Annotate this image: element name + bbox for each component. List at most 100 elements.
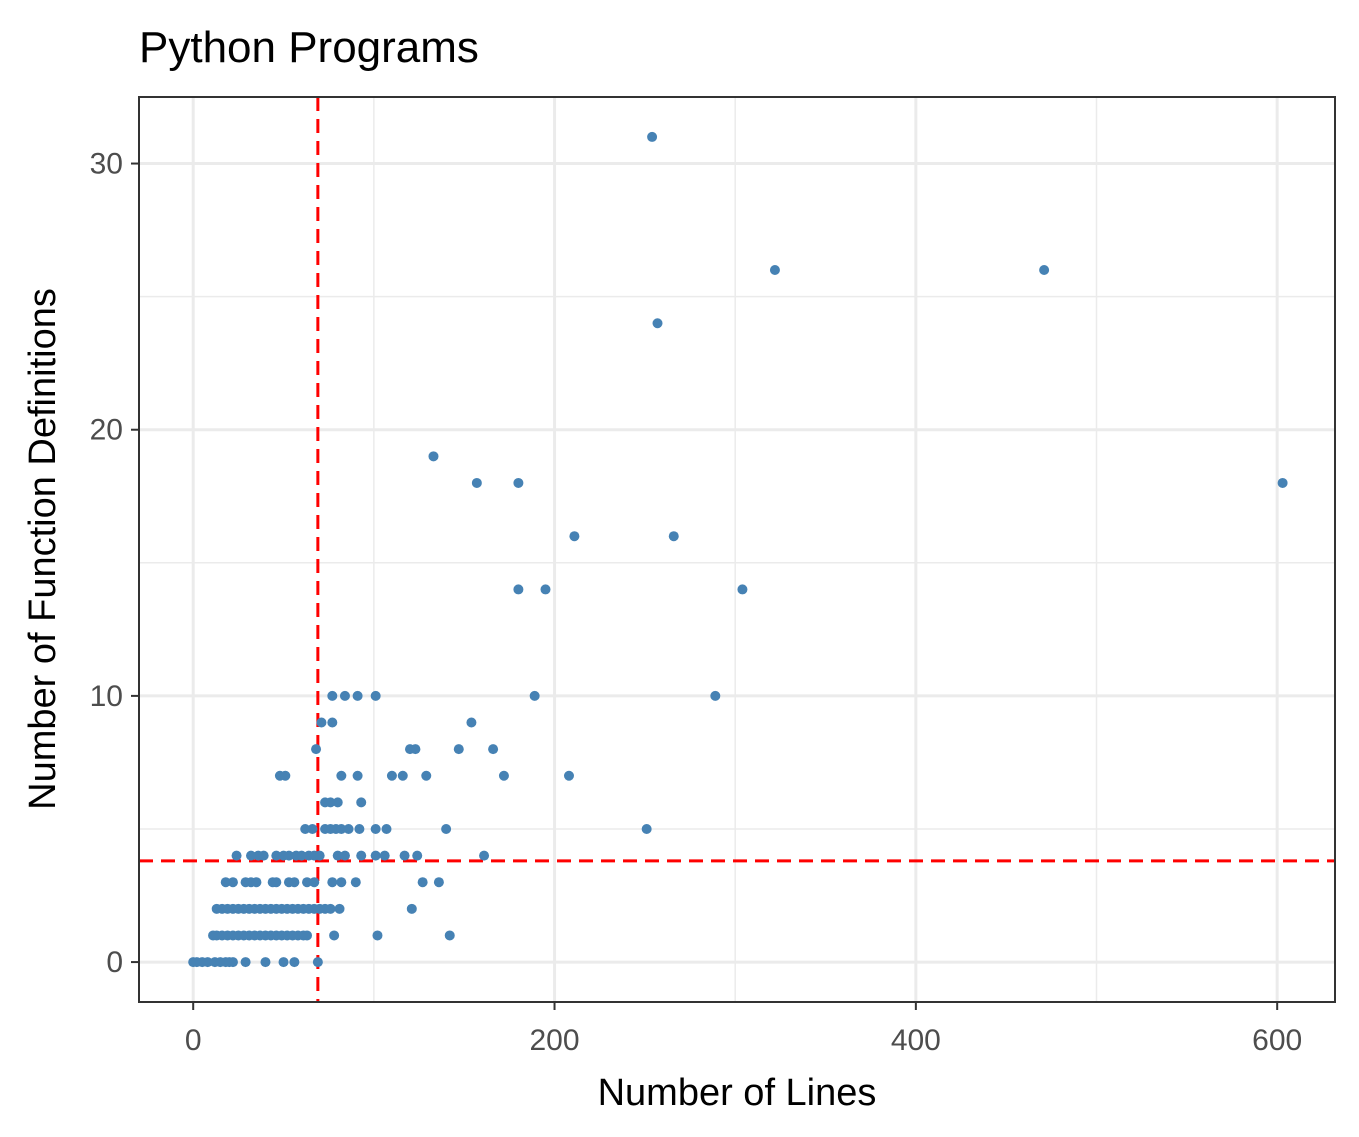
x-axis-title: Number of Lines (598, 1072, 877, 1114)
y-tick-label: 10 (90, 680, 123, 713)
data-point (202, 957, 213, 968)
data-point (311, 744, 322, 755)
data-point (370, 850, 381, 861)
major-gridlines (139, 97, 1335, 1002)
data-point (246, 850, 257, 861)
data-point (334, 903, 345, 914)
data-point (339, 850, 350, 861)
data-point (399, 850, 410, 861)
data-point (312, 957, 323, 968)
x-tick-label: 0 (185, 1024, 202, 1057)
data-point (329, 930, 340, 941)
data-point (513, 584, 524, 595)
data-point (406, 903, 417, 914)
data-point (498, 770, 509, 781)
data-point (325, 903, 336, 914)
data-point (647, 131, 658, 142)
data-point (258, 850, 269, 861)
data-point (652, 318, 663, 329)
y-tick-label: 0 (106, 946, 123, 979)
data-point (412, 850, 423, 861)
x-tick-label: 600 (1252, 1024, 1302, 1057)
data-point (231, 850, 242, 861)
data-point (471, 477, 482, 488)
data-point (274, 770, 285, 781)
data-point (370, 823, 381, 834)
data-point (569, 531, 580, 542)
data-point (379, 850, 390, 861)
data-point (327, 690, 338, 701)
data-point (513, 477, 524, 488)
chart-title: Python Programs (139, 23, 479, 72)
data-point (325, 797, 336, 808)
data-point (356, 797, 367, 808)
y-tick-label: 20 (90, 414, 123, 447)
data-point (410, 744, 421, 755)
data-point (227, 957, 238, 968)
data-point (327, 877, 338, 888)
data-point (339, 690, 350, 701)
y-tick-label: 30 (90, 148, 123, 181)
data-point (479, 850, 490, 861)
data-point (302, 877, 313, 888)
data-point (352, 770, 363, 781)
data-point (444, 930, 455, 941)
data-point (372, 930, 383, 941)
data-point (227, 877, 238, 888)
data-point (316, 717, 327, 728)
data-point (332, 850, 343, 861)
data-point (251, 877, 262, 888)
data-point (278, 957, 289, 968)
data-point (1039, 265, 1050, 276)
data-point (352, 690, 363, 701)
x-tick-label: 400 (891, 1024, 941, 1057)
data-point (1277, 477, 1288, 488)
data-point (336, 877, 347, 888)
data-point (381, 823, 392, 834)
data-point (441, 823, 452, 834)
x-axis-ticks: 0 200 400 600 (185, 1002, 1302, 1057)
data-point (433, 877, 444, 888)
data-point (453, 744, 464, 755)
data-point (302, 930, 313, 941)
data-point (488, 744, 499, 755)
data-point (354, 823, 365, 834)
data-point (466, 717, 477, 728)
data-point (356, 850, 367, 861)
data-point (428, 451, 439, 462)
data-point (641, 823, 652, 834)
data-points (188, 131, 1288, 968)
data-point (283, 850, 294, 861)
data-point (710, 690, 721, 701)
data-point (271, 877, 282, 888)
data-point (529, 690, 540, 701)
data-point (307, 823, 318, 834)
data-point (370, 690, 381, 701)
data-point (668, 531, 679, 542)
data-point (314, 850, 325, 861)
data-point (336, 770, 347, 781)
data-point (540, 584, 551, 595)
data-point (737, 584, 748, 595)
data-point (327, 717, 338, 728)
panel-border (138, 96, 1336, 1003)
data-point (769, 265, 780, 276)
data-point (343, 823, 354, 834)
data-point (220, 877, 231, 888)
data-point (300, 823, 311, 834)
data-point (350, 877, 361, 888)
y-axis-title: Number of Function Definitions (22, 288, 64, 810)
data-point (309, 877, 320, 888)
data-point (289, 957, 300, 968)
data-point (563, 770, 574, 781)
data-point (332, 797, 343, 808)
data-point (271, 850, 282, 861)
data-point (240, 957, 251, 968)
data-point (296, 850, 307, 861)
data-point (397, 770, 408, 781)
data-point (386, 770, 397, 781)
y-axis-ticks: 0 10 20 30 (90, 148, 139, 979)
data-point (421, 770, 432, 781)
data-point (289, 877, 300, 888)
